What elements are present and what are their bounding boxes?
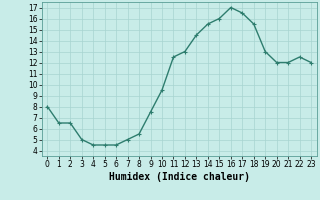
X-axis label: Humidex (Indice chaleur): Humidex (Indice chaleur) [109,172,250,182]
